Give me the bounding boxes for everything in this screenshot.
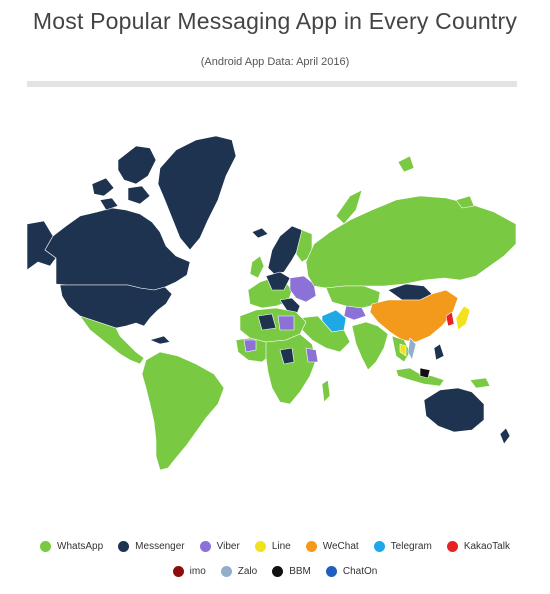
legend-swatch <box>118 541 130 552</box>
region-japan <box>455 305 471 331</box>
region-canadian-arctic <box>91 145 157 211</box>
legend-label: ChatOn <box>342 566 378 577</box>
legend-swatch <box>272 566 284 577</box>
legend-label: Line <box>271 541 291 552</box>
region-central-africa-messenger <box>279 347 295 365</box>
region-new-zealand <box>499 427 511 445</box>
region-south-america <box>141 351 225 471</box>
region-central-africa <box>265 333 317 405</box>
legend-swatch <box>220 566 232 577</box>
region-caribbean <box>149 335 171 345</box>
region-eastern-europe-viber <box>289 275 317 303</box>
region-usa <box>59 284 173 329</box>
legend-swatch <box>446 541 458 552</box>
region-mexico <box>79 315 145 365</box>
legend-item-chaton[interactable]: ChatOn <box>325 566 378 577</box>
region-vietnam-zalo <box>407 337 417 361</box>
legend-label: imo <box>189 566 206 577</box>
legend-swatch <box>305 541 317 552</box>
legend-item-telegram[interactable]: Telegram <box>373 541 432 552</box>
region-australia <box>423 387 485 433</box>
legend-label: KakaoTalk <box>463 541 510 552</box>
region-canada <box>44 207 191 291</box>
legend-swatch <box>373 541 385 552</box>
legend-label: Telegram <box>390 541 432 552</box>
region-central-europe <box>265 271 291 291</box>
region-finland <box>295 229 313 263</box>
legend-item-kakaotalk[interactable]: KakaoTalk <box>446 541 510 552</box>
legend-item-bbm[interactable]: BBM <box>272 566 311 577</box>
region-russia <box>305 195 517 289</box>
region-west-africa-viber <box>243 339 257 353</box>
region-indonesia-bbm <box>419 367 431 379</box>
region-indonesia <box>395 367 445 387</box>
legend-swatch <box>199 541 211 552</box>
legend-item-imo[interactable]: imo <box>172 566 206 577</box>
region-russia-arctic-islands <box>335 155 475 225</box>
region-india <box>351 321 389 371</box>
map-title: Most Popular Messaging App in Every Coun… <box>32 8 518 34</box>
legend-item-wechat[interactable]: WeChat <box>305 541 359 552</box>
legend-item-viber[interactable]: Viber <box>199 541 240 552</box>
legend-item-line[interactable]: Line <box>254 541 291 552</box>
world-map <box>26 135 517 471</box>
legend-label: Messenger <box>135 541 185 552</box>
legend-swatch <box>40 541 52 552</box>
region-thailand-line <box>399 343 407 357</box>
region-philippines <box>433 343 445 361</box>
region-korea <box>445 311 455 327</box>
legend-swatch <box>325 566 337 577</box>
legend-label: WhatsApp <box>57 541 104 552</box>
region-north-africa-viber <box>277 315 295 331</box>
region-iceland <box>251 227 269 239</box>
legend-item-messenger[interactable]: Messenger <box>118 541 185 552</box>
map-subtitle: (Android App Data: April 2016) <box>200 56 350 68</box>
legend-label: Viber <box>216 541 240 552</box>
region-north-africa-messenger <box>257 313 277 331</box>
region-new-guinea <box>469 377 491 389</box>
region-east-africa-viber <box>305 347 319 363</box>
legend-item-whatsapp[interactable]: WhatsApp <box>40 541 103 552</box>
legend-row-2: imo Zalo BBM ChatOn <box>0 566 550 577</box>
legend-row-1: WhatsApp Messenger Viber Line WeChat Tel… <box>0 541 550 552</box>
region-madagascar <box>321 379 331 403</box>
legend-label: WeChat <box>322 541 359 552</box>
legend-label: Zalo <box>237 566 258 577</box>
region-uk <box>249 255 265 279</box>
legend-item-zalo[interactable]: Zalo <box>220 566 258 577</box>
region-middle-east <box>299 315 351 353</box>
legend-label: BBM <box>289 566 311 577</box>
region-greenland <box>157 135 237 251</box>
region-central-asia-viber <box>343 305 367 321</box>
legend-swatch <box>254 541 266 552</box>
title-divider <box>27 81 517 87</box>
legend-swatch <box>172 566 184 577</box>
